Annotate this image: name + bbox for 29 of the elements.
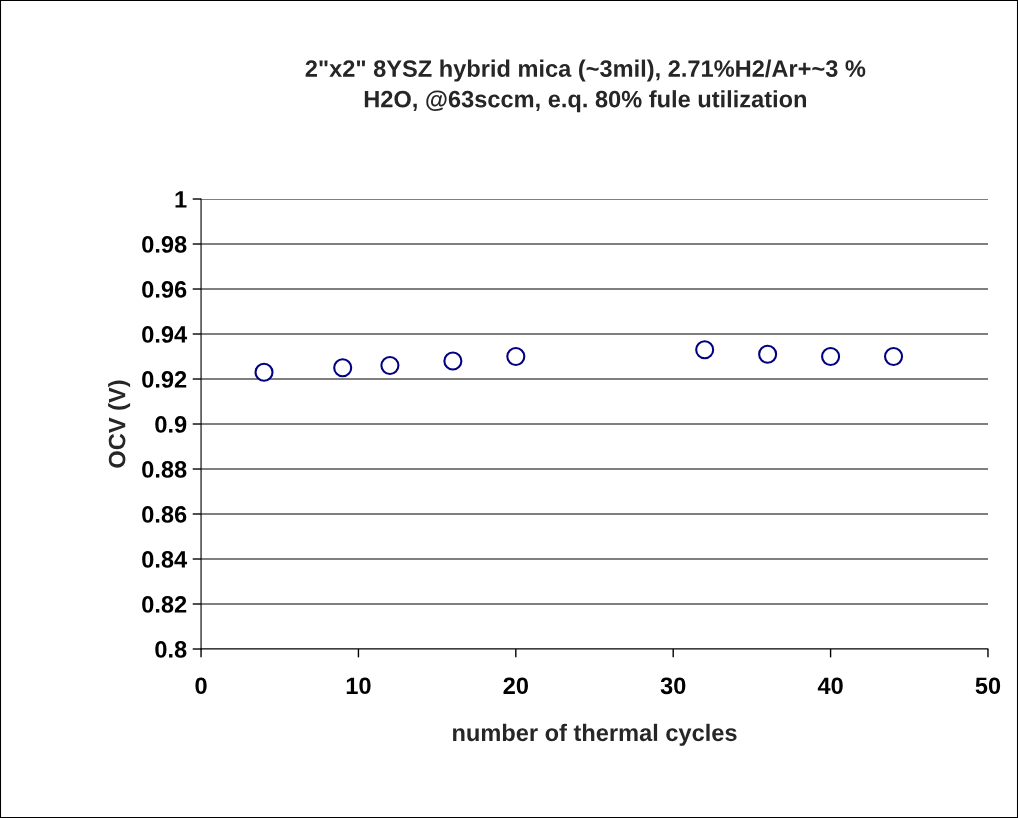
x-tick-label: 0: [195, 677, 207, 695]
y-tick-label: 0.98: [142, 236, 187, 253]
point: [758, 344, 778, 364]
x-tick-label: 20: [503, 677, 528, 695]
x-tick-label: 40: [817, 677, 843, 695]
point: [443, 351, 463, 371]
point: [821, 346, 841, 367]
y-tick-label: 0.82: [142, 596, 187, 613]
x-tick-label: 30: [660, 677, 686, 695]
point: [883, 346, 904, 367]
y-tick-label: 0.8: [155, 641, 187, 658]
point: [380, 355, 400, 376]
point: [506, 346, 526, 367]
chart-title: 2"x2" 8YSZ hybrid mica (~3mil), 2.71%H2/Ar+~3 % H2O, @63sccm, e.q. 80% fule utilization: [305, 59, 866, 113]
point: [254, 362, 274, 382]
x-tick-label: 50: [975, 677, 1001, 695]
x-tick-label: 10: [346, 677, 371, 695]
x-axis-title: number of thermal cycles: [453, 723, 737, 746]
y-tick-label: 0.86: [142, 506, 187, 523]
y-tick-label: 0.88: [142, 461, 187, 478]
point: [695, 340, 715, 360]
y-tick-label: 0.96: [142, 281, 187, 298]
y-tick-label: 1: [175, 191, 187, 208]
y-axis-title: OCV (V): [108, 380, 131, 468]
point: [333, 358, 353, 378]
y-tick-label: 0.84: [142, 551, 188, 568]
y-tick-label: 0.9: [155, 416, 187, 433]
y-tick-label: 0.94: [142, 326, 188, 343]
y-tick-label: 0.92: [142, 371, 187, 388]
